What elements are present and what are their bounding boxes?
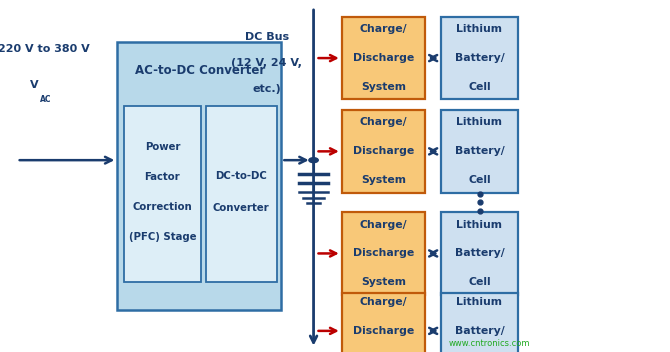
Bar: [342, 17, 425, 99]
Text: Factor: Factor: [145, 172, 180, 182]
Bar: [117, 42, 281, 310]
Bar: [441, 293, 518, 352]
Text: Power: Power: [145, 142, 180, 152]
Circle shape: [309, 158, 318, 163]
Text: www.cntronics.com: www.cntronics.com: [448, 339, 530, 348]
Text: Battery/: Battery/: [454, 146, 505, 156]
Text: 220 V to 380 V: 220 V to 380 V: [0, 44, 89, 54]
Text: Converter: Converter: [213, 203, 269, 213]
Text: Discharge: Discharge: [353, 249, 414, 258]
Text: System: System: [361, 277, 406, 287]
Text: Discharge: Discharge: [353, 326, 414, 336]
Text: DC-to-DC: DC-to-DC: [215, 171, 267, 181]
Text: Lithium: Lithium: [456, 118, 502, 127]
Text: Battery/: Battery/: [454, 326, 505, 336]
Text: Discharge: Discharge: [353, 146, 414, 156]
Text: Charge/: Charge/: [360, 118, 407, 127]
Bar: [342, 212, 425, 295]
Text: Charge/: Charge/: [360, 24, 407, 34]
Text: Cell: Cell: [468, 277, 490, 287]
Text: Charge/: Charge/: [360, 220, 407, 230]
Bar: [441, 212, 518, 295]
Bar: [342, 293, 425, 352]
Text: Lithium: Lithium: [456, 297, 502, 307]
Text: Charge/: Charge/: [360, 297, 407, 307]
Bar: [206, 106, 277, 282]
Bar: [342, 110, 425, 193]
Bar: [441, 110, 518, 193]
Text: System: System: [361, 82, 406, 92]
Text: Battery/: Battery/: [454, 53, 505, 63]
Text: Discharge: Discharge: [353, 53, 414, 63]
Text: Correction: Correction: [133, 202, 192, 212]
Text: (PFC) Stage: (PFC) Stage: [129, 232, 196, 242]
Text: (12 V, 24 V,: (12 V, 24 V,: [231, 58, 302, 68]
Text: V: V: [29, 80, 38, 90]
Text: Lithium: Lithium: [456, 220, 502, 230]
Text: etc.): etc.): [253, 84, 281, 94]
Text: Cell: Cell: [468, 82, 490, 92]
Text: DC Bus: DC Bus: [245, 32, 289, 42]
Bar: [441, 17, 518, 99]
Text: Cell: Cell: [468, 175, 490, 185]
Text: Battery/: Battery/: [454, 249, 505, 258]
Text: AC: AC: [40, 95, 52, 104]
Text: Lithium: Lithium: [456, 24, 502, 34]
Text: System: System: [361, 175, 406, 185]
Bar: [124, 106, 201, 282]
Text: AC-to-DC Converter: AC-to-DC Converter: [135, 64, 265, 77]
